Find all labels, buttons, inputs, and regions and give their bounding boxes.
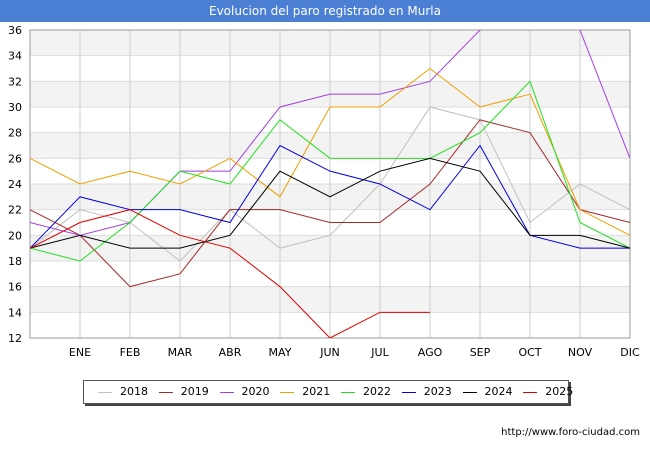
x-tick-label: JUN bbox=[319, 346, 340, 359]
title-bar: Evolucion del paro registrado en Murla bbox=[0, 0, 650, 22]
x-tick-label: DIC bbox=[620, 346, 640, 359]
x-tick-label: ABR bbox=[219, 346, 242, 359]
legend-label: 2023 bbox=[423, 385, 452, 398]
legend-swatch bbox=[401, 392, 416, 393]
y-tick-label: 26 bbox=[8, 152, 22, 165]
legend-label: 2019 bbox=[180, 385, 209, 398]
legend-swatch bbox=[219, 392, 234, 393]
legend-swatch bbox=[280, 392, 295, 393]
legend-swatch bbox=[341, 392, 355, 393]
y-tick-label: 34 bbox=[8, 50, 22, 63]
x-tick-label: JUL bbox=[370, 346, 389, 359]
legend-swatch bbox=[462, 392, 477, 393]
y-tick-label: 14 bbox=[8, 306, 22, 319]
series-line-2022 bbox=[30, 80, 630, 262]
chart-title: Evolucion del paro registrado en Murla bbox=[208, 4, 441, 18]
legend-label: 2024 bbox=[484, 385, 513, 398]
y-tick-label: 20 bbox=[8, 229, 22, 242]
chart-legend: 2018 2019 2020 2021 2022 2023 2024 2025 bbox=[83, 380, 573, 404]
legend-label: 2025 bbox=[545, 385, 574, 398]
x-tick-label: SEP bbox=[470, 346, 491, 359]
legend-swatch bbox=[158, 392, 173, 393]
series-line-2020 bbox=[579, 30, 630, 159]
x-tick-label: OCT bbox=[518, 346, 541, 359]
legend-label: 2022 bbox=[363, 385, 391, 398]
y-tick-label: 22 bbox=[8, 204, 22, 217]
y-tick-label: 30 bbox=[8, 101, 22, 114]
series-line-2020 bbox=[30, 30, 481, 236]
y-tick-label: 24 bbox=[8, 178, 22, 191]
y-tick-label: 32 bbox=[8, 75, 22, 88]
legend-label: 2021 bbox=[302, 385, 331, 398]
x-tick-label: MAR bbox=[168, 346, 193, 359]
x-tick-label: FEB bbox=[120, 346, 141, 359]
x-tick-label: MAY bbox=[269, 346, 292, 359]
series-line-2021 bbox=[30, 67, 630, 236]
legend-label: 2020 bbox=[241, 385, 270, 398]
legend-label: 2018 bbox=[120, 385, 148, 398]
legend-swatch bbox=[98, 392, 112, 393]
y-tick-label: 16 bbox=[8, 281, 22, 294]
x-tick-label: ENE bbox=[69, 346, 91, 359]
x-tick-label: NOV bbox=[568, 346, 593, 359]
y-tick-label: 18 bbox=[8, 255, 22, 268]
series-line-2019 bbox=[30, 119, 630, 288]
y-tick-label: 28 bbox=[8, 127, 22, 140]
y-tick-label: 36 bbox=[8, 24, 22, 37]
source-text: http://www.foro-ciudad.com bbox=[501, 427, 640, 438]
legend-swatch bbox=[523, 392, 538, 393]
x-tick-label: AGO bbox=[418, 346, 443, 359]
series-line-2025 bbox=[30, 209, 430, 338]
y-tick-label: 12 bbox=[8, 332, 22, 345]
series-line-2024 bbox=[30, 157, 630, 249]
